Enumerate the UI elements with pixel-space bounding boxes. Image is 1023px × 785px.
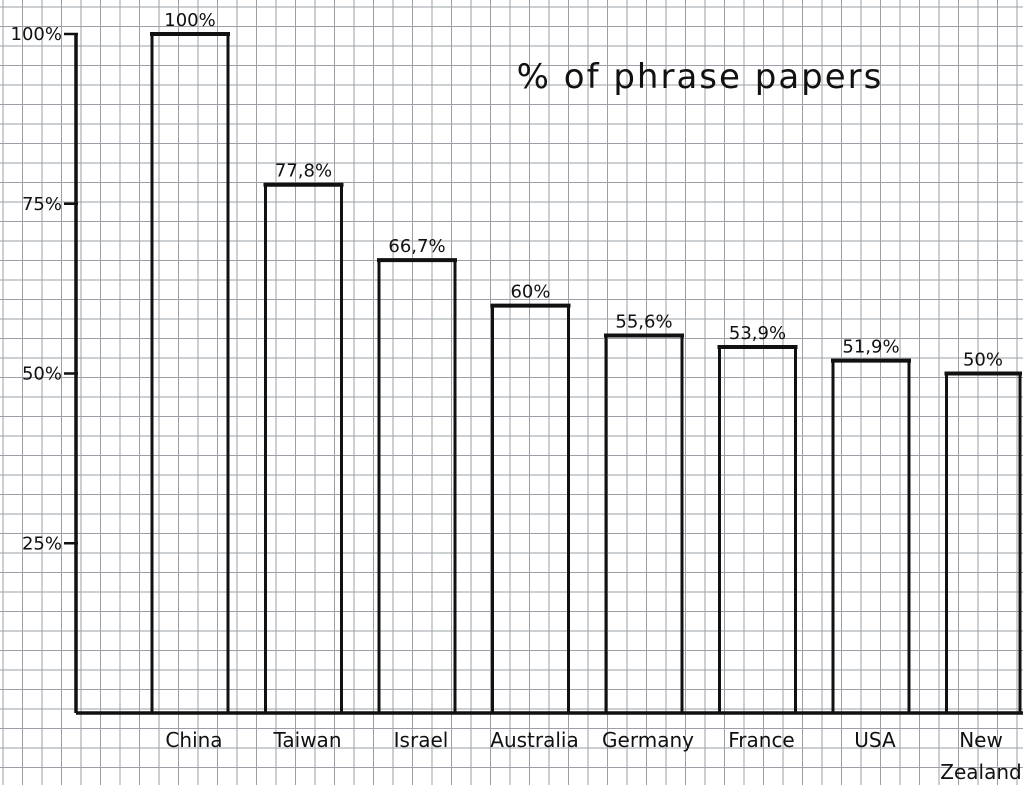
data-label: 60% [510,282,550,303]
data-label: 55,6% [615,311,672,332]
category-label-line: Zealand [940,760,1021,784]
bars [150,32,1022,713]
bar-outline [491,304,570,713]
bar [717,345,798,713]
category-label-line: Israel [394,728,449,752]
category-label: New Zealand [940,728,1021,784]
data-label: 51,9% [842,337,899,358]
bar [377,258,457,713]
bar [944,371,1022,713]
chart-title: % of phrase papers [517,57,884,97]
category-label-line: China [165,728,222,752]
bar-outline [718,345,797,713]
bar-outline [264,183,343,713]
data-label: 77,8% [275,161,332,182]
data-label: 50% [963,350,1003,371]
bar-outline [945,372,1022,713]
bar [150,32,230,713]
bar-outline [831,359,911,713]
category-label-line: Germany [602,728,694,752]
y-tick-label: 75% [22,194,62,215]
category-label-line: Taiwan [272,728,341,752]
y-tick-label: 50% [22,364,62,385]
y-ticks: 25% 50% 75% 100% [11,24,78,554]
bar [831,358,911,713]
category-label: Israel [394,728,449,752]
bar [490,303,571,713]
category-label-line: New [959,728,1003,752]
bar-outline [377,258,457,713]
labels: 100% China 77,8% Taiwan 66,7% Israel 60% Austra… [164,10,1021,784]
bar [604,333,684,713]
data-label: 100% [164,10,215,31]
bar [263,182,344,713]
bar-outline [604,333,684,713]
category-label-line: France [728,728,795,752]
category-label: China [165,728,222,752]
data-label: 66,7% [388,236,445,257]
category-label-line: Australia [490,728,578,752]
category-label: Australia [490,728,578,752]
y-tick-label: 25% [22,533,62,554]
category-label: USA [854,728,896,752]
category-label: France [728,728,795,752]
category-label: Germany [602,728,694,752]
y-tick-label: 100% [11,24,62,45]
data-label: 53,9% [729,323,786,344]
category-label-line: USA [854,728,896,752]
category-label: Taiwan [272,728,341,752]
